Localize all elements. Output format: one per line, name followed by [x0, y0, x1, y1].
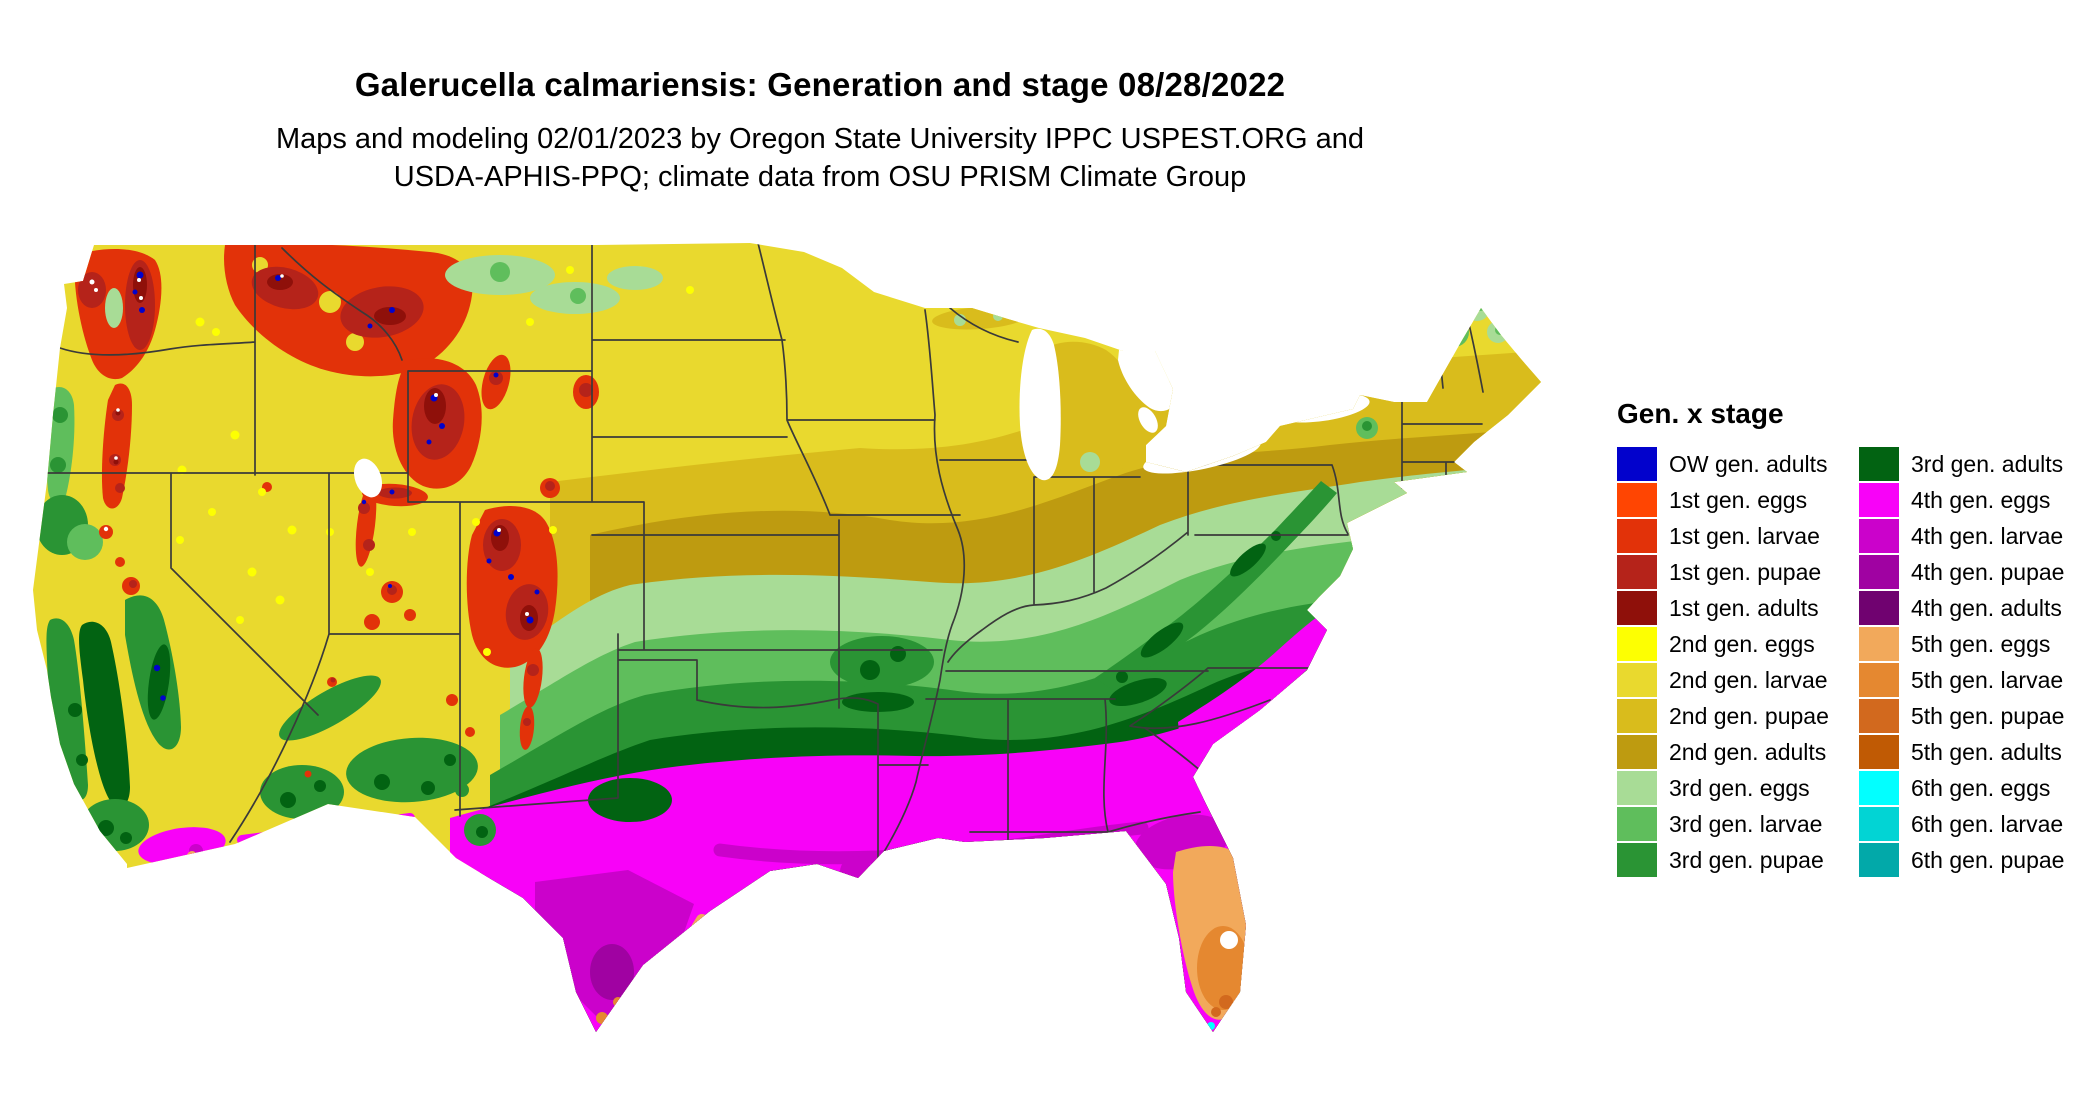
us-map-container [30, 230, 1600, 1110]
legend-item: OW gen. adults [1617, 446, 1845, 482]
map-subtitle: Maps and modeling 02/01/2023 by Oregon S… [0, 120, 1640, 196]
legend-swatch [1859, 591, 1899, 625]
legend-item: 6th gen. larvae [1859, 806, 2087, 842]
legend-item: 6th gen. pupae [1859, 842, 2087, 878]
legend-item: 3rd gen. adults [1859, 446, 2087, 482]
legend-columns: OW gen. adults 1st gen. eggs 1st gen. la… [1617, 446, 2087, 878]
legend-swatch [1617, 519, 1657, 553]
legend-swatch [1859, 555, 1899, 589]
legend-label: 3rd gen. adults [1911, 450, 2064, 477]
legend-item: 3rd gen. pupae [1617, 842, 1845, 878]
legend-item: 1st gen. eggs [1617, 482, 1845, 518]
legend-label: OW gen. adults [1669, 450, 1828, 477]
legend-label: 2nd gen. larvae [1669, 666, 1828, 693]
legend-swatch [1859, 663, 1899, 697]
legend-item: 5th gen. adults [1859, 734, 2087, 770]
legend-item: 1st gen. adults [1617, 590, 1845, 626]
legend-swatch [1617, 699, 1657, 733]
legend-swatch [1617, 771, 1657, 805]
legend-label: 5th gen. adults [1911, 738, 2062, 765]
legend-item: 4th gen. larvae [1859, 518, 2087, 554]
state-borders [39, 243, 1484, 869]
legend-label: 5th gen. larvae [1911, 666, 2064, 693]
legend: Gen. x stage OW gen. adults 1st gen. egg… [1617, 398, 2087, 878]
legend-item: 1st gen. pupae [1617, 554, 1845, 590]
legend-item: 2nd gen. adults [1617, 734, 1845, 770]
legend-swatch [1617, 807, 1657, 841]
legend-label: 6th gen. larvae [1911, 810, 2064, 837]
legend-item: 4th gen. adults [1859, 590, 2087, 626]
legend-label: 1st gen. eggs [1669, 486, 1808, 513]
legend-label: 2nd gen. pupae [1669, 702, 1829, 729]
legend-label: 1st gen. pupae [1669, 558, 1822, 585]
legend-swatch [1859, 807, 1899, 841]
legend-label: 1st gen. adults [1669, 594, 1819, 621]
legend-label: 4th gen. pupae [1911, 558, 2065, 585]
legend-swatch [1859, 843, 1899, 877]
legend-label: 5th gen. pupae [1911, 702, 2065, 729]
northern-plains-green [445, 255, 663, 314]
legend-label: 4th gen. larvae [1911, 522, 2064, 549]
map-title: Galerucella calmariensis: Generation and… [354, 66, 1286, 103]
legend-label: 3rd gen. larvae [1669, 810, 1823, 837]
legend-label: 4th gen. adults [1911, 594, 2062, 621]
legend-item: 6th gen. eggs [1859, 770, 2087, 806]
legend-swatch [1859, 447, 1899, 481]
legend-label: 2nd gen. eggs [1669, 630, 1815, 657]
legend-item: 5th gen. pupae [1859, 698, 2087, 734]
map-subtitle-line2: USDA-APHIS-PPQ; climate data from OSU PR… [393, 161, 1247, 193]
legend-label: 5th gen. eggs [1911, 630, 2051, 657]
legend-title: Gen. x stage [1617, 398, 1784, 429]
legend-label: 6th gen. eggs [1911, 774, 2051, 801]
legend-label: 3rd gen. eggs [1669, 774, 1810, 801]
map-subtitle-line1: Maps and modeling 02/01/2023 by Oregon S… [275, 123, 1365, 155]
legend-swatch [1617, 843, 1657, 877]
us-phenology-map [33, 243, 1541, 1032]
legend-item: 5th gen. larvae [1859, 662, 2087, 698]
legend-swatch [1859, 735, 1899, 769]
legend-item: 1st gen. larvae [1617, 518, 1845, 554]
legend-swatch [1859, 627, 1899, 661]
legend-item: 2nd gen. pupae [1617, 698, 1845, 734]
legend-item: 3rd gen. larvae [1617, 806, 1845, 842]
legend-swatch [1859, 699, 1899, 733]
legend-label: 4th gen. eggs [1911, 486, 2051, 513]
legend-swatch [1859, 483, 1899, 517]
legend-swatch [1617, 483, 1657, 517]
legend-label: 6th gen. pupae [1911, 846, 2065, 873]
legend-column-2: 3rd gen. adults 4th gen. eggs 4th gen. l… [1859, 446, 2087, 878]
legend-label: 1st gen. larvae [1669, 522, 1820, 549]
legend-swatch [1617, 735, 1657, 769]
legend-swatch [1617, 447, 1657, 481]
legend-label: 2nd gen. adults [1669, 738, 1827, 765]
legend-item: 5th gen. eggs [1859, 626, 2087, 662]
legend-item: 3rd gen. eggs [1617, 770, 1845, 806]
legend-swatch [1859, 519, 1899, 553]
legend-label: 3rd gen. pupae [1669, 846, 1824, 873]
legend-item: 2nd gen. eggs [1617, 626, 1845, 662]
legend-column-1: OW gen. adults 1st gen. eggs 1st gen. la… [1617, 446, 1845, 878]
legend-item: 2nd gen. larvae [1617, 662, 1845, 698]
legend-swatch [1617, 555, 1657, 589]
header: Galerucella calmariensis: Generation and… [0, 66, 1640, 196]
legend-item: 4th gen. pupae [1859, 554, 2087, 590]
legend-swatch [1859, 771, 1899, 805]
legend-swatch [1617, 663, 1657, 697]
legend-item: 4th gen. eggs [1859, 482, 2087, 518]
legend-swatch [1617, 627, 1657, 661]
legend-swatch [1617, 591, 1657, 625]
